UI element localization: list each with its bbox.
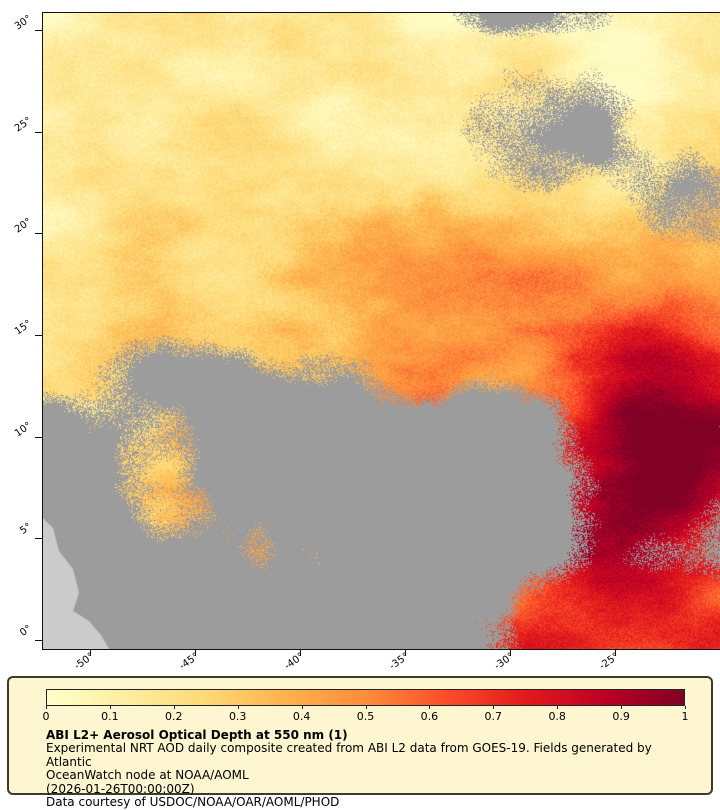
- longitude-tickmark: [510, 649, 511, 656]
- latitude-tickmark: [35, 131, 42, 133]
- legend-description-line-1: Experimental NRT AOD daily composite cre…: [46, 741, 652, 769]
- colorbar-tickmark: [301, 706, 303, 709]
- colorbar-tickmark: [429, 706, 431, 709]
- longitude-tickmark: [300, 649, 301, 656]
- colorbar-tick-label: 0.7: [484, 710, 503, 723]
- colorbar-tick-label: 1: [681, 710, 689, 723]
- colorbar-tick-label: 0.9: [612, 710, 630, 723]
- latitude-tickmark: [35, 436, 42, 438]
- longitude-tickmark: [195, 649, 196, 656]
- aod-map-panel: 30° 25° 20° 15° 10° 5° 0° -50° -45° -40° -35° -30° -…: [12, 12, 720, 673]
- longitude-tickmark: [90, 649, 91, 656]
- latitude-tick-label: 10°: [12, 419, 34, 440]
- colorbar-tick-label: 0.3: [228, 710, 247, 723]
- colorbar-tick-label: 0.1: [101, 710, 119, 723]
- legend-timestamp: (2026-01-26T00:00:00Z): [46, 781, 195, 796]
- longitude-tickmark: [405, 649, 406, 656]
- longitude-tick-label: -25°: [597, 650, 622, 673]
- latitude-tick-label: 20°: [12, 216, 34, 236]
- longitude-tickmark: [615, 649, 616, 656]
- colorbar-tickmark: [493, 706, 495, 709]
- latitude-tick-label: 15°: [12, 318, 34, 338]
- colorbar: [46, 689, 685, 706]
- latitude-tickmark: [35, 639, 42, 641]
- latitude-tickmark: [35, 334, 42, 336]
- colorbar-ticks: 0 0.1 0.2 0.3 0.4 0.5 0.6 0.7 0.8 0.9 1: [42, 706, 689, 723]
- map-frame: [42, 12, 720, 650]
- colorbar-tick-label: 0.2: [165, 710, 183, 723]
- longitude-tick-label: -30°: [492, 650, 517, 673]
- latitude-tickmark: [35, 538, 42, 540]
- colorbar-tickmark: [685, 706, 686, 709]
- latitude-tickmark: [35, 233, 42, 235]
- colorbar-tick-label: 0.5: [356, 710, 375, 723]
- colorbar-tick-label: 0.6: [420, 710, 439, 723]
- colorbar-tickmark: [237, 706, 239, 709]
- longitude-tick-label: -50°: [72, 650, 97, 673]
- colorbar-tickmark: [365, 706, 367, 709]
- colorbar-tickmark: [621, 706, 623, 709]
- longitude-tick-label: -40°: [282, 650, 307, 673]
- colorbar-tickmark: [109, 706, 111, 709]
- colorbar-tick-label: 0.4: [292, 710, 311, 723]
- longitude-tick-label: -35°: [387, 650, 412, 673]
- legend-credit: Data courtesy of USDOC/NOAA/OAR/AOML/PHO…: [46, 795, 340, 809]
- latitude-tick-label: 5°: [18, 521, 34, 538]
- latitude-tick-label: 30°: [12, 13, 34, 33]
- colorbar-tickmark: [46, 706, 47, 709]
- colorbar-tickmark: [173, 706, 175, 709]
- longitude-tick-label: -45°: [177, 650, 202, 673]
- colorbar-tickmark: [557, 706, 559, 709]
- colorbar-tick-label: 0.8: [548, 710, 566, 723]
- aod-map-canvas: [43, 13, 720, 649]
- latitude-tick-label: 0°: [18, 623, 34, 639]
- colorbar-tick-label: 0: [42, 710, 50, 723]
- legend-title: ABI L2+ Aerosol Optical Depth at 550 nm …: [46, 728, 348, 742]
- legend-box: 0 0.1 0.2 0.3 0.4 0.5 0.6 0.7 0.8 0.9 1 ABI L2+ Ae…: [7, 676, 713, 809]
- legend-description-line-2: OceanWatch node at NOAA/AOML: [46, 768, 249, 782]
- latitude-tickmark: [35, 30, 42, 31]
- latitude-tick-label: 25°: [12, 114, 34, 135]
